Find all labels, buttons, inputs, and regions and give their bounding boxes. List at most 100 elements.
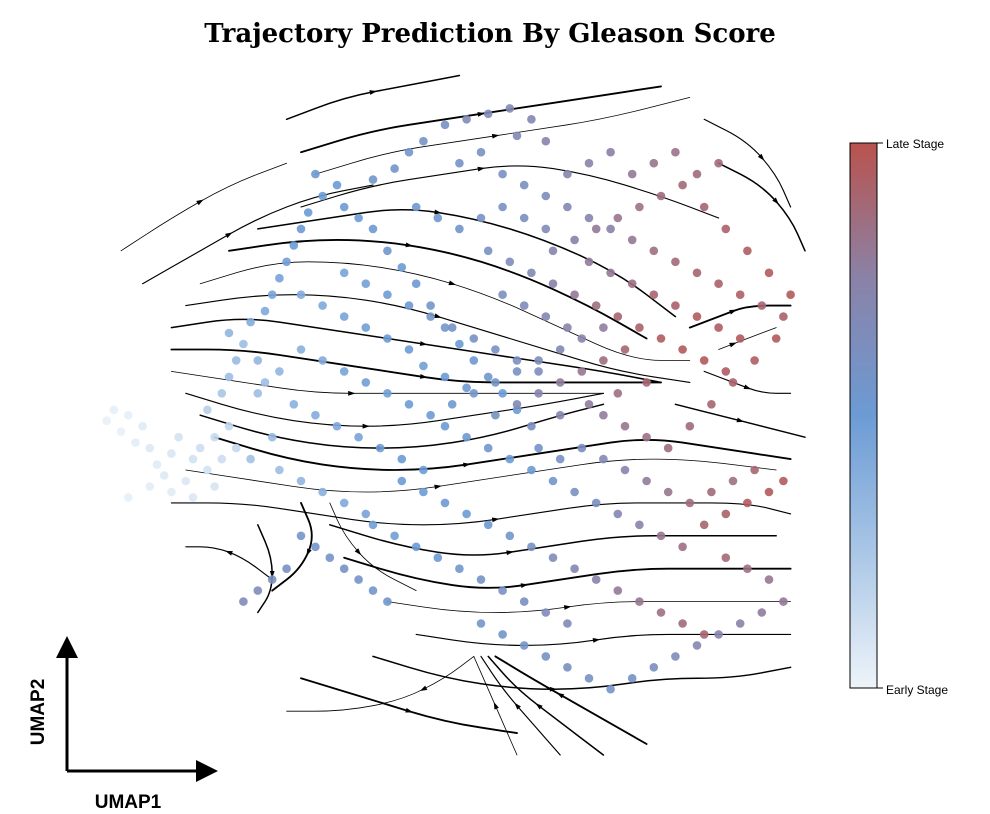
cell-point	[411, 542, 421, 552]
cell-point	[174, 432, 183, 442]
cell-point	[743, 564, 752, 573]
cell-point	[498, 630, 507, 639]
cell-point	[714, 279, 723, 289]
cell-point	[714, 323, 723, 332]
streamline	[199, 403, 605, 449]
cell-point	[483, 372, 493, 382]
cell-point	[606, 147, 615, 157]
cell-point	[462, 115, 471, 124]
cell-point	[750, 356, 759, 365]
cell-point	[318, 191, 327, 201]
cell-point	[678, 619, 687, 628]
umap-axes: UMAP1 UMAP2	[28, 636, 218, 813]
cell-point	[318, 301, 327, 310]
cell-point	[627, 169, 637, 179]
cell-point	[505, 454, 515, 464]
cell-point	[498, 169, 507, 179]
cell-point	[779, 312, 788, 321]
streamline-arrow	[354, 548, 362, 556]
streamline-arrow	[535, 703, 543, 710]
streamline	[329, 502, 417, 591]
cell-point	[512, 131, 522, 141]
cell-point	[519, 301, 529, 310]
cell-point	[419, 465, 428, 475]
cell-point	[735, 619, 745, 628]
cell-point	[275, 465, 284, 475]
cell-point	[231, 356, 241, 365]
cell-point	[267, 432, 277, 442]
cell-point	[282, 564, 291, 573]
cell-point	[563, 663, 572, 672]
cell-point	[735, 290, 745, 300]
cell-point	[296, 531, 306, 541]
cell-point	[397, 263, 407, 272]
cell-point	[548, 553, 558, 562]
cell-point	[541, 608, 551, 617]
cell-point	[656, 334, 666, 343]
streamline	[703, 118, 792, 208]
cell-point	[368, 224, 378, 234]
streamline	[480, 655, 561, 756]
cell-point	[411, 279, 421, 289]
cell-point	[570, 290, 579, 300]
cell-point	[735, 334, 745, 343]
colorbar-top-label: Late Stage	[886, 137, 944, 151]
cell-point	[483, 246, 493, 256]
streamline-arrow	[419, 341, 428, 346]
cell-point	[692, 268, 702, 278]
streamline	[703, 370, 792, 394]
cell-point	[131, 438, 140, 447]
cell-point	[102, 416, 111, 426]
cell-point	[246, 454, 255, 464]
cell-point	[721, 509, 731, 519]
streamline-arrow	[225, 232, 233, 239]
cell-point	[743, 498, 752, 508]
streamline-arrow	[743, 384, 752, 390]
cell-point	[267, 290, 277, 300]
cell-point	[210, 482, 219, 491]
streamline	[372, 655, 792, 690]
cell-point	[779, 476, 788, 486]
cell-point	[426, 410, 435, 420]
cell-point	[541, 652, 551, 661]
cell-point	[743, 246, 752, 256]
cell-point	[534, 367, 543, 376]
streamline	[674, 403, 806, 438]
cell-point	[584, 158, 594, 168]
cell-point	[692, 641, 702, 650]
cell-point	[447, 400, 457, 409]
cell-point	[368, 520, 378, 530]
streamline-arrow	[434, 209, 442, 215]
cell-point	[527, 268, 536, 278]
cell-point	[275, 367, 284, 376]
cell-point	[167, 449, 176, 458]
cell-point	[289, 400, 299, 409]
cell-point	[253, 356, 263, 365]
cell-point	[613, 586, 623, 595]
cell-point	[707, 487, 716, 497]
streamline	[387, 601, 791, 613]
cell-point	[109, 405, 119, 415]
cell-point	[469, 389, 479, 398]
streamline	[717, 162, 806, 252]
cell-point	[671, 257, 680, 267]
cell-point	[123, 410, 133, 420]
umap2-arrow-head	[56, 636, 78, 658]
cell-point	[339, 202, 349, 212]
streamline-arrow	[225, 550, 233, 556]
cell-point	[721, 367, 731, 376]
streamline	[170, 502, 792, 526]
cell-point	[339, 312, 349, 321]
cell-point	[563, 323, 572, 332]
cell-point	[584, 257, 594, 267]
cell-point	[577, 367, 587, 376]
streamline-arrow	[448, 280, 457, 286]
chart-title: Trajectory Prediction By Gleason Score	[204, 19, 776, 49]
streamline-arrow	[405, 707, 413, 713]
streamline-arrow	[463, 462, 471, 468]
streamline-arrow	[506, 550, 514, 556]
cell-point	[491, 378, 500, 387]
cell-point	[635, 520, 644, 530]
cell-point	[419, 361, 428, 371]
cell-point	[411, 202, 421, 212]
